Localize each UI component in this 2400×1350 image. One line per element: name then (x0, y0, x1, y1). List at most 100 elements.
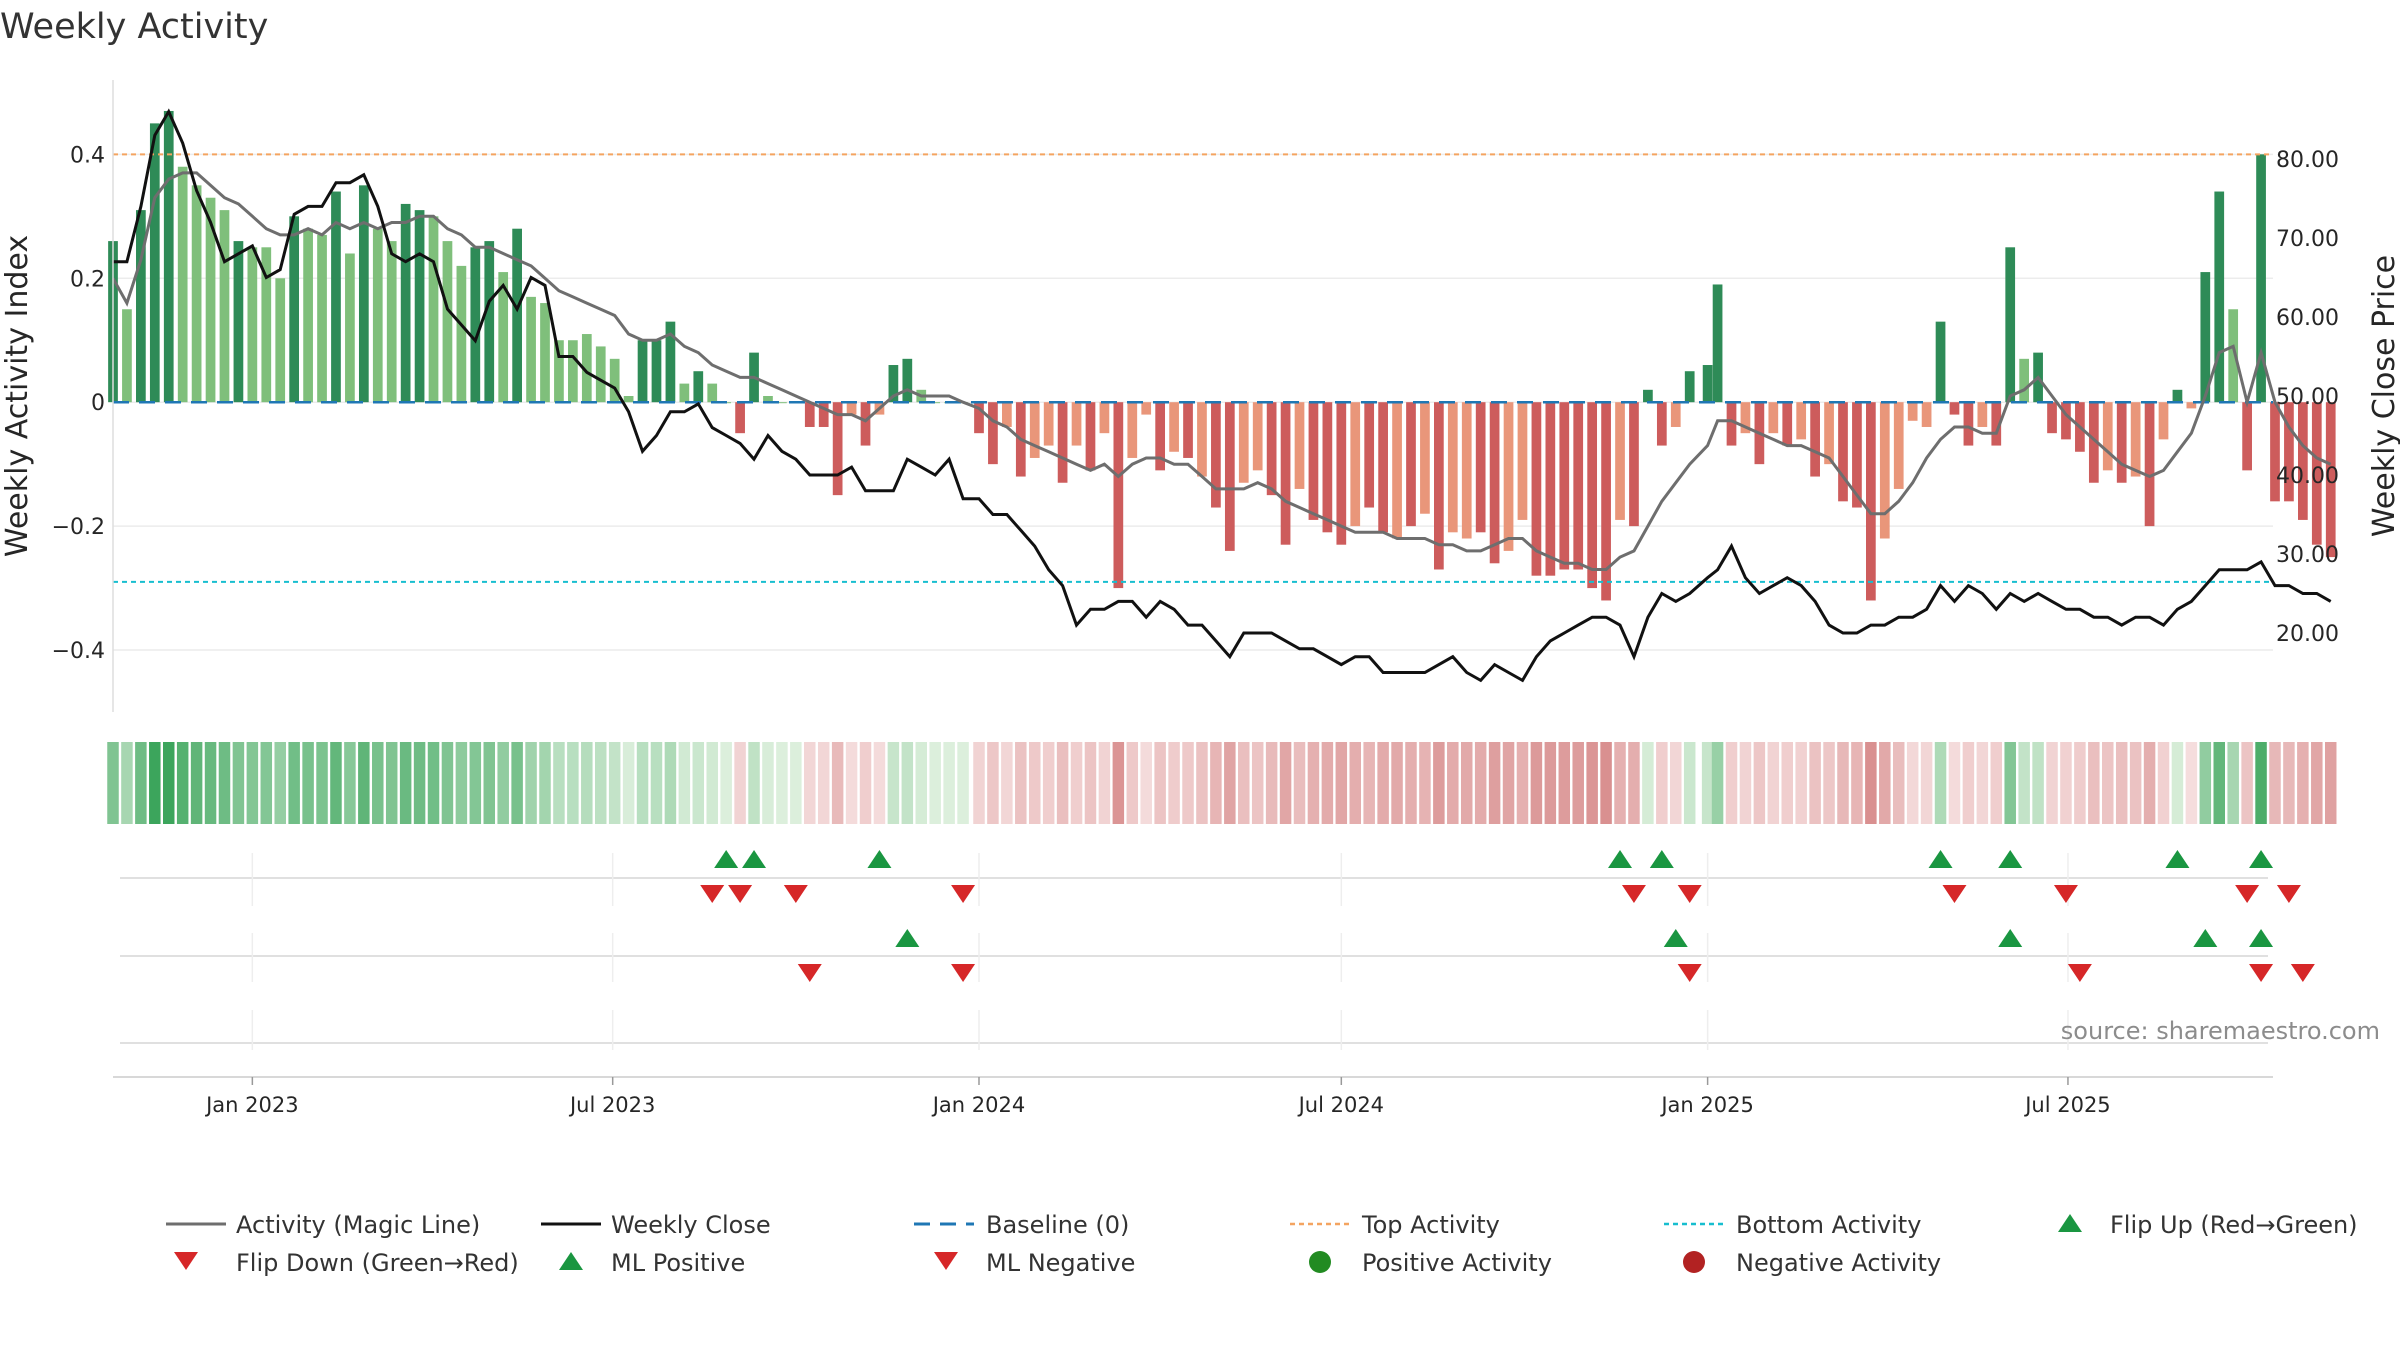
heat-cell (1419, 742, 1431, 824)
heat-cell (1140, 742, 1152, 824)
heat-cell (2185, 742, 2198, 824)
heat-cell (344, 742, 356, 824)
activity-bar (1071, 402, 1082, 446)
activity-bar (1949, 402, 1960, 415)
activity-bar (1475, 402, 1486, 533)
activity-bar (303, 228, 313, 403)
legend: Activity (Magic Line) Weekly Close Basel… (166, 1211, 2358, 1277)
activity-bar (386, 241, 397, 403)
activity-bar (275, 278, 286, 403)
activity-bar (818, 402, 829, 427)
heat-cell (2018, 742, 2030, 824)
activity-bar (414, 210, 425, 403)
heat-cell (1112, 742, 1125, 824)
activity-bar (930, 402, 941, 404)
activity-bar (1280, 402, 1291, 545)
activity-bar (707, 383, 718, 403)
y-tick-label: 0.4 (70, 143, 105, 168)
activity-bar (1155, 402, 1166, 471)
activity-bar (1378, 402, 1388, 533)
legend-flip-down: Flip Down (Green→Red) (236, 1249, 519, 1277)
activity-bar (1141, 402, 1152, 415)
activity-bar (470, 247, 481, 403)
heat-cell (2283, 742, 2295, 824)
flip-down-marker (2276, 885, 2301, 903)
activity-bar (1489, 402, 1500, 564)
activity-bar (261, 247, 272, 403)
legend-positive-activity-icon (1309, 1251, 1331, 1273)
activity-bar (2019, 358, 2030, 403)
activity-bar (1392, 402, 1402, 539)
activity-bar (637, 340, 648, 403)
activity-bar (1420, 402, 1430, 514)
activity-bar (1057, 402, 1068, 483)
activity-bar (679, 383, 690, 403)
heat-cell (1084, 742, 1097, 824)
heat-cell (1948, 742, 1961, 824)
heat-cell (1795, 742, 1807, 824)
heat-cell (399, 742, 412, 824)
flip-down-marker (1677, 885, 1702, 903)
heat-cell (358, 742, 370, 824)
activity-bar (345, 253, 355, 403)
heat-cell (1363, 742, 1375, 824)
activity-bar (1782, 402, 1793, 446)
flip-down-marker (1621, 885, 1646, 903)
activity-bar (233, 241, 244, 403)
activity-bar (400, 203, 411, 403)
activity-bar (2047, 402, 2057, 434)
heat-cell (1405, 742, 1417, 824)
activity-bar (1434, 402, 1444, 570)
y2-tick-label: 20.00 (2276, 622, 2339, 647)
heat-cell (176, 742, 189, 824)
heat-cell (1391, 742, 1403, 824)
heat-cell (650, 742, 663, 824)
heat-cell (2143, 742, 2156, 824)
heat-cell (1851, 742, 1863, 824)
heat-cell (2074, 742, 2086, 824)
heat-cell (1558, 742, 1571, 824)
heat-cell (1753, 742, 1766, 824)
y-axis-label: Weekly Activity Index (0, 235, 35, 557)
heat-cell (1701, 742, 1714, 824)
activity-bar (888, 365, 899, 403)
flip-down-marker (783, 885, 808, 903)
activity-bar (177, 166, 188, 403)
heat-cell (135, 742, 147, 824)
heat-cell (1976, 742, 1989, 824)
heat-cell (1837, 742, 1849, 824)
activity-bar (1712, 284, 1723, 403)
activity-bar (136, 210, 146, 403)
heat-cell (2129, 742, 2142, 824)
heat-cell (1224, 742, 1236, 824)
activity-bar (1601, 402, 1611, 601)
activity-bar (512, 228, 522, 403)
activity-bar (554, 340, 564, 403)
activity-bar (1893, 402, 1904, 489)
legend-flip-up: Flip Up (Red→Green) (2110, 1211, 2358, 1239)
activity-bar (1350, 402, 1361, 527)
heat-cell (1530, 742, 1543, 824)
legend-ml-negative: ML Negative (986, 1249, 1135, 1277)
activity-bar (1461, 402, 1472, 539)
heat-cell (1865, 742, 1877, 824)
heat-cell (218, 742, 231, 824)
activity-bar (2172, 389, 2183, 403)
flip-down-marker (2235, 885, 2260, 903)
legend-positive-activity: Positive Activity (1362, 1249, 1552, 1277)
activity-bar (2242, 402, 2252, 471)
heat-cell (1906, 742, 1919, 824)
activity-bar (1266, 402, 1277, 496)
heat-cell (511, 742, 523, 824)
activity-bar (122, 309, 132, 403)
activity-bar (1043, 402, 1054, 446)
heat-cell (987, 742, 999, 824)
legend-negative-activity-icon (1683, 1251, 1705, 1273)
activity-bar (1796, 402, 1807, 440)
flip-up-marker (2165, 850, 2190, 868)
legend-ml-negative-icon (934, 1252, 958, 1270)
heat-cell (2032, 742, 2044, 824)
heat-cell (288, 742, 300, 824)
activity-bar (609, 358, 620, 403)
heat-cell (973, 742, 985, 824)
